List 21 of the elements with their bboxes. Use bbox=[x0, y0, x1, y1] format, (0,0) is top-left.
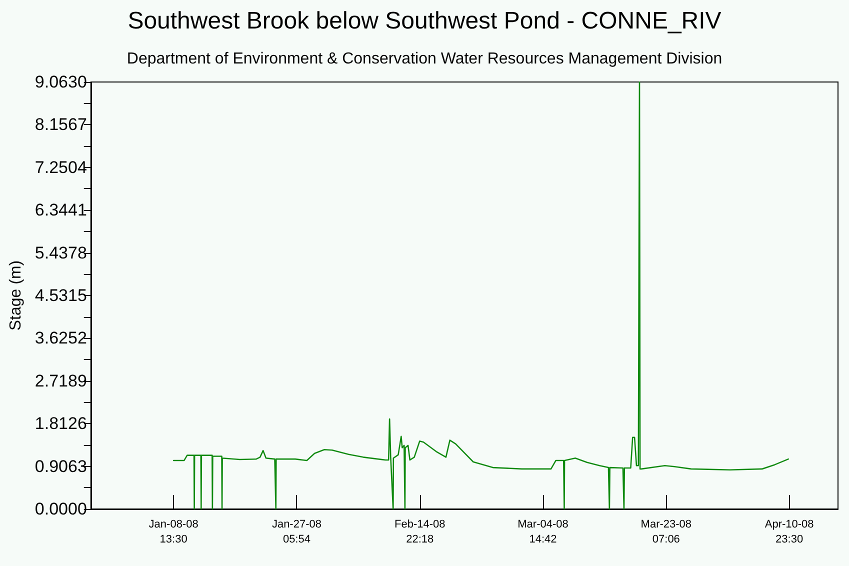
x-tick-label: Mar-04-08 14:42 bbox=[518, 518, 568, 546]
line-series bbox=[172, 81, 790, 510]
y-tick-label: 9.0630 bbox=[34, 72, 87, 92]
y-tick-label: 4.5315 bbox=[34, 286, 87, 305]
x-tick-label: Jan-08-08 13:30 bbox=[148, 518, 198, 546]
y-tick-label: 1.8126 bbox=[34, 414, 87, 434]
y-tick-label: 3.6252 bbox=[34, 328, 87, 348]
x-tick-label: Apr-10-08 23:30 bbox=[764, 518, 814, 546]
y-tick-label: 0.9063 bbox=[34, 456, 87, 476]
y-axis-title: Stage (m) bbox=[8, 260, 24, 331]
y-tick-label: 8.1567 bbox=[34, 115, 87, 134]
chart-title: Southwest Brook below Southwest Pond - CONNE_RIV bbox=[128, 8, 722, 34]
y-tick-label: 6.3441 bbox=[34, 200, 87, 220]
x-tick-label: Feb-14-08 22:18 bbox=[394, 518, 446, 546]
y-tick-label: 7.2504 bbox=[34, 158, 87, 177]
y-tick-label: 5.4378 bbox=[34, 243, 87, 262]
y-tick-label: 0.0000 bbox=[34, 500, 87, 518]
chart-subtitle: Department of Environment & Conservation Water Resources Management Division bbox=[126, 50, 722, 68]
x-tick-label: Jan-27-08 05:54 bbox=[272, 518, 322, 546]
y-tick-label: 2.7189 bbox=[34, 371, 87, 390]
x-tick-label: Mar-23-08 07:06 bbox=[640, 518, 692, 546]
